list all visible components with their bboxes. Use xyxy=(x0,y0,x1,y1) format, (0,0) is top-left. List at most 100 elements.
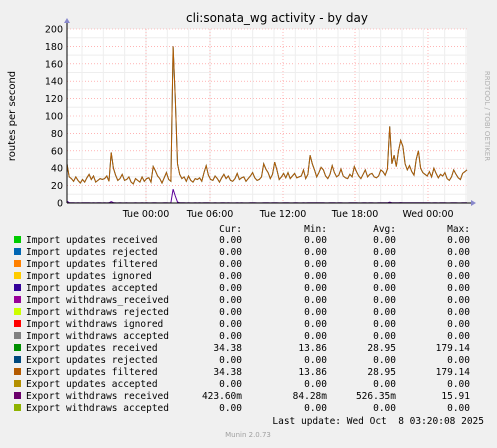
y-tick-labels: 0 20 40 60 80 100 120 140 160 180 200 xyxy=(45,25,63,210)
legend-max-value: 0.00 xyxy=(447,271,470,282)
legend-cur-value: 0.00 xyxy=(219,319,242,330)
legend-min-value: 0.00 xyxy=(304,247,327,258)
legend-row: Import updates received 0.00 0.00 0.00 0.00 xyxy=(14,235,470,246)
legend-swatch xyxy=(14,392,21,399)
legend-row: Import withdraws accepted 0.00 0.00 0.00 0.0… xyxy=(14,331,470,342)
y-tick-label: 80 xyxy=(51,129,63,140)
legend-cur-value: 0.00 xyxy=(219,331,242,342)
y-tick-label: 40 xyxy=(51,164,63,175)
legend-cur-value: 0.00 xyxy=(219,259,242,270)
legend-min-value: 0.00 xyxy=(304,295,327,306)
legend-max-value: 15.91 xyxy=(441,391,470,402)
legend-cur-value: 0.00 xyxy=(219,403,242,414)
legend-max-value: 179.14 xyxy=(436,367,471,378)
legend-cur-value: 0.00 xyxy=(219,307,242,318)
legend: Cur: Min: Avg: Max: Import updates recei… xyxy=(14,224,470,414)
chart-title: cli:sonata_wg activity - by day xyxy=(186,11,368,25)
legend-avg-value: 0.00 xyxy=(373,379,396,390)
legend-series-name: Import updates rejected xyxy=(26,247,158,258)
series-line xyxy=(66,46,468,185)
legend-min-value: 0.00 xyxy=(304,379,327,390)
x-tick-label: Tue 00:00 xyxy=(122,209,170,220)
legend-avg-value: 0.00 xyxy=(373,235,396,246)
legend-row: Import withdraws rejected 0.00 0.00 0.00 0.0… xyxy=(14,307,470,318)
legend-row: Import updates filtered 0.00 0.00 0.00 0.00 xyxy=(14,259,470,270)
legend-min-value: 0.00 xyxy=(304,307,327,318)
legend-cur-value: 0.00 xyxy=(219,283,242,294)
legend-row: Import updates ignored 0.00 0.00 0.00 0.00 xyxy=(14,271,470,282)
last-update: Last update: Wed Oct 8 03:20:08 2025 xyxy=(272,416,484,427)
legend-series-name: Import withdraws accepted xyxy=(26,331,169,342)
legend-max-value: 0.00 xyxy=(447,247,470,258)
legend-swatch xyxy=(14,368,21,375)
legend-swatch xyxy=(14,404,21,411)
legend-min-value: 0.00 xyxy=(304,331,327,342)
legend-min-value: 13.86 xyxy=(298,367,327,378)
legend-row: Export updates filtered 34.38 13.86 28.95 17… xyxy=(14,367,470,378)
legend-min-value: 0.00 xyxy=(304,271,327,282)
y-tick-label: 100 xyxy=(45,112,63,123)
y-tick-label: 20 xyxy=(51,181,63,192)
legend-avg-value: 526.35m xyxy=(356,391,396,402)
legend-max-value: 0.00 xyxy=(447,283,470,294)
legend-swatch xyxy=(14,356,21,363)
legend-row: Export updates rejected 0.00 0.00 0.00 0.00 xyxy=(14,355,470,366)
legend-cur-value: 34.38 xyxy=(213,367,242,378)
legend-avg-value: 28.95 xyxy=(367,367,396,378)
x-tick-labels: Tue 00:00 Tue 06:00 Tue 12:00 Tue 18:00 Wed … xyxy=(122,209,454,220)
munin-version: Munin 2.0.73 xyxy=(225,431,271,439)
legend-max-value: 0.00 xyxy=(447,403,470,414)
legend-max-value: 0.00 xyxy=(447,355,470,366)
legend-max-value: 0.00 xyxy=(447,331,470,342)
legend-min-value: 13.86 xyxy=(298,343,327,354)
legend-swatch xyxy=(14,284,21,291)
y-tick-label: 200 xyxy=(45,25,63,36)
legend-max-value: 0.00 xyxy=(447,379,470,390)
x-tick-label: Tue 06:00 xyxy=(186,209,234,220)
legend-avg-value: 0.00 xyxy=(373,271,396,282)
legend-min-value: 0.00 xyxy=(304,259,327,270)
legend-series-name: Import withdraws ignored xyxy=(26,319,163,330)
y-axis-arrow xyxy=(64,18,70,23)
y-tick-label: 120 xyxy=(45,94,63,105)
legend-swatch xyxy=(14,272,21,279)
y-tick-label: 140 xyxy=(45,77,63,88)
legend-min-value: 0.00 xyxy=(304,403,327,414)
legend-max-value: 179.14 xyxy=(436,343,471,354)
y-tick-label: 0 xyxy=(57,199,63,210)
x-axis-arrow xyxy=(471,200,476,206)
legend-series-name: Import withdraws rejected xyxy=(26,307,169,318)
y-tick-label: 160 xyxy=(45,59,63,70)
legend-rows: Import updates received 0.00 0.00 0.00 0.00I… xyxy=(14,235,470,414)
x-tick-label: Tue 12:00 xyxy=(259,209,307,220)
legend-swatch xyxy=(14,380,21,387)
legend-min-value: 0.00 xyxy=(304,283,327,294)
legend-avg-value: 0.00 xyxy=(373,259,396,270)
legend-avg-value: 0.00 xyxy=(373,247,396,258)
legend-series-name: Import updates filtered xyxy=(26,259,158,270)
legend-row: Import withdraws_received 0.00 0.00 0.00 0.0… xyxy=(14,295,470,306)
legend-cur-value: 0.00 xyxy=(219,295,242,306)
legend-cur-value: 0.00 xyxy=(219,379,242,390)
legend-swatch xyxy=(14,248,21,255)
legend-max-value: 0.00 xyxy=(447,259,470,270)
legend-series-name: Export withdraws accepted xyxy=(26,403,169,414)
header-max: Max: xyxy=(447,224,470,235)
legend-row: Import withdraws ignored 0.00 0.00 0.00 0.00 xyxy=(14,319,470,330)
legend-series-name: Import updates received xyxy=(26,235,158,246)
legend-max-value: 0.00 xyxy=(447,295,470,306)
rrdtool-watermark: RRDTOOL / TOBI OETIKER xyxy=(483,71,491,161)
legend-row: Import updates accepted 0.00 0.00 0.00 0.00 xyxy=(14,283,470,294)
legend-row: Export updates accepted 0.00 0.00 0.00 0.00 xyxy=(14,379,470,390)
legend-max-value: 0.00 xyxy=(447,307,470,318)
legend-row: Export updates received 34.38 13.86 28.95 17… xyxy=(14,343,470,354)
x-tick-label: Wed 00:00 xyxy=(402,209,453,220)
grid xyxy=(67,28,467,203)
legend-avg-value: 0.00 xyxy=(373,331,396,342)
header-min: Min: xyxy=(304,224,327,235)
x-tick-label: Tue 18:00 xyxy=(331,209,379,220)
legend-series-name: Import updates ignored xyxy=(26,271,152,282)
y-axis-label: routes per second xyxy=(7,71,18,161)
